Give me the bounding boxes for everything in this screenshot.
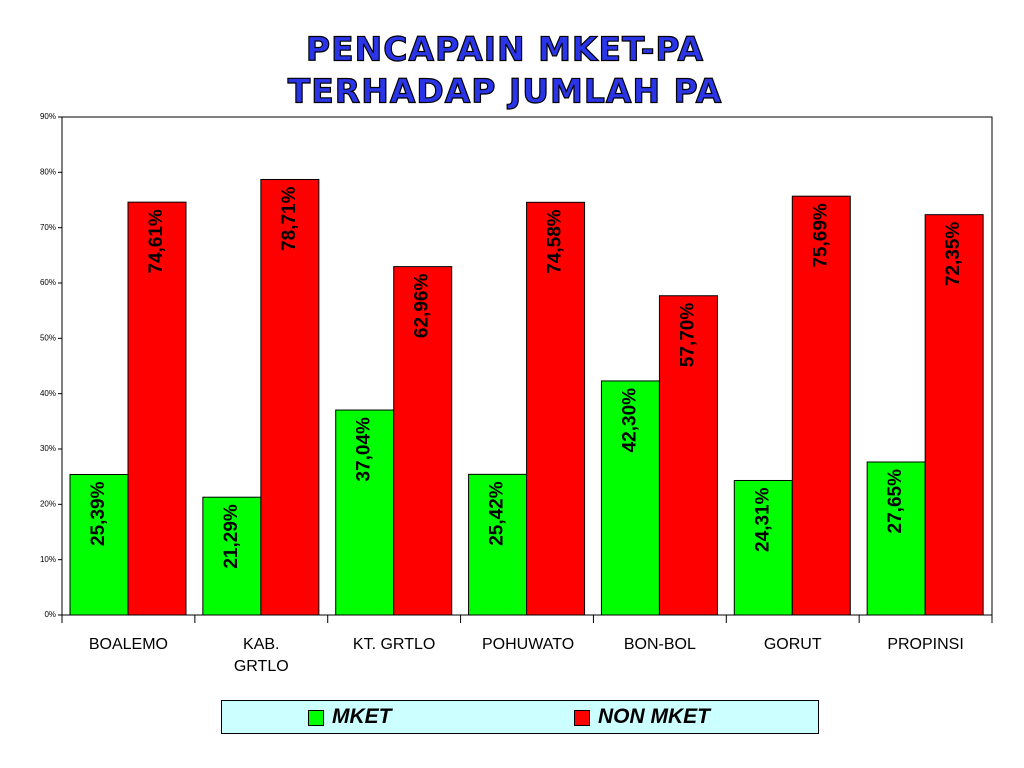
value-label: 25,39% <box>88 481 109 546</box>
y-tick-label: 80% <box>40 167 56 176</box>
x-tick-label: KAB. GRTLO <box>233 636 289 675</box>
x-tick-label: GORUT <box>763 636 822 653</box>
y-tick-label: 10% <box>40 555 56 564</box>
value-label: 24,31% <box>752 487 773 552</box>
bar <box>260 178 320 616</box>
bar <box>866 461 926 616</box>
y-tick-label: 40% <box>40 389 56 398</box>
y-tick-label: 20% <box>40 499 56 508</box>
value-label: 37,04% <box>354 417 375 482</box>
x-tick-label-box: GORUT <box>726 634 859 656</box>
value-label: 78,71% <box>279 186 300 251</box>
bar <box>127 201 187 616</box>
value-label: 62,96% <box>412 274 433 339</box>
legend-swatch <box>574 710 590 726</box>
x-tick-label-box: KAB. GRTLO <box>195 634 328 678</box>
x-tick-label: POHUWATO <box>481 636 575 653</box>
x-tick-label-box: PROPINSI <box>859 634 992 656</box>
bar <box>393 266 453 616</box>
legend-swatch <box>308 710 324 726</box>
bar <box>69 474 129 616</box>
y-tick-label: 50% <box>40 333 56 342</box>
x-tick-label: PROPINSI <box>887 636 964 653</box>
x-tick-label-box: BON-BOL <box>593 634 726 656</box>
bar <box>335 409 395 616</box>
value-label: 27,65% <box>885 469 906 534</box>
y-tick-label: 30% <box>40 444 56 453</box>
value-label: 57,70% <box>677 303 698 368</box>
legend-label: MKET <box>332 705 392 728</box>
bar <box>733 479 793 616</box>
value-label: 25,42% <box>487 481 508 546</box>
value-label: 74,58% <box>545 209 566 274</box>
legend-label: NON MKET <box>598 705 710 728</box>
value-label: 72,35% <box>943 222 964 287</box>
x-tick-label-box: KT. GRTLO <box>328 634 461 656</box>
y-tick-label: 0% <box>44 610 56 619</box>
value-label: 21,29% <box>221 504 242 569</box>
bar <box>924 214 984 616</box>
bar <box>791 195 851 616</box>
x-tick-label-box: POHUWATO <box>461 634 594 656</box>
value-label: 42,30% <box>619 388 640 453</box>
bar <box>526 201 586 616</box>
chart-title: TERHADAP JUMLAH PA <box>288 72 723 111</box>
y-tick-label: 60% <box>40 278 56 287</box>
y-tick-label: 90% <box>40 112 56 121</box>
bar <box>468 473 528 616</box>
x-tick-label: BOALEMO <box>88 636 168 653</box>
value-label: 75,69% <box>810 203 831 268</box>
y-tick-label: 70% <box>40 223 56 232</box>
bar <box>202 496 262 616</box>
x-tick-label: BON-BOL <box>623 636 696 653</box>
x-tick-label: KT. GRTLO <box>352 636 436 653</box>
chart-title: PENCAPAIN MKET-PA <box>306 30 704 69</box>
bar <box>600 380 660 616</box>
value-label: 74,61% <box>146 209 167 274</box>
bar <box>658 295 718 616</box>
legend: MKET NON MKET <box>221 700 819 734</box>
x-tick-label-box: BOALEMO <box>62 634 195 656</box>
